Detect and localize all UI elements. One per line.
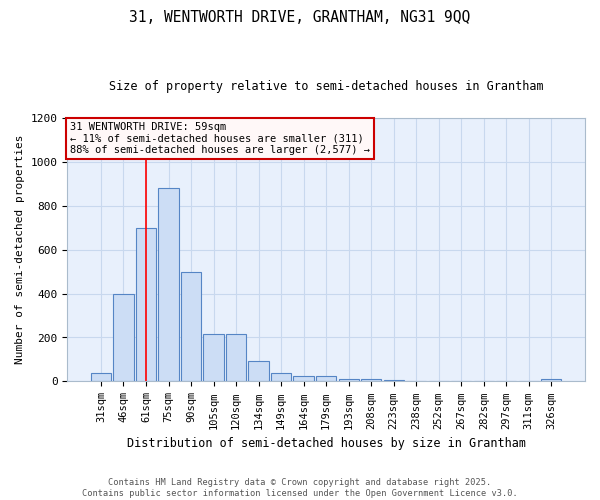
Bar [541, 379, 562, 382]
Text: 31 WENTWORTH DRIVE: 59sqm
← 11% of semi-detached houses are smaller (311)
88% of: 31 WENTWORTH DRIVE: 59sqm ← 11% of semi-… [70, 122, 370, 155]
Bar [316, 376, 336, 382]
Bar [113, 294, 134, 382]
Bar [248, 360, 269, 382]
Bar [203, 334, 224, 382]
Bar [158, 188, 179, 382]
Bar [451, 381, 472, 382]
Bar [181, 272, 201, 382]
Bar [428, 381, 449, 382]
Bar [383, 380, 404, 382]
X-axis label: Distribution of semi-detached houses by size in Grantham: Distribution of semi-detached houses by … [127, 437, 526, 450]
Bar [271, 372, 291, 382]
Text: Contains HM Land Registry data © Crown copyright and database right 2025.
Contai: Contains HM Land Registry data © Crown c… [82, 478, 518, 498]
Bar [473, 381, 494, 382]
Title: Size of property relative to semi-detached houses in Grantham: Size of property relative to semi-detach… [109, 80, 544, 93]
Bar [226, 334, 246, 382]
Bar [338, 379, 359, 382]
Text: 31, WENTWORTH DRIVE, GRANTHAM, NG31 9QQ: 31, WENTWORTH DRIVE, GRANTHAM, NG31 9QQ [130, 10, 470, 25]
Y-axis label: Number of semi-detached properties: Number of semi-detached properties [15, 135, 25, 364]
Bar [91, 372, 111, 382]
Bar [361, 379, 382, 382]
Bar [136, 228, 156, 382]
Bar [406, 381, 427, 382]
Bar [293, 376, 314, 382]
